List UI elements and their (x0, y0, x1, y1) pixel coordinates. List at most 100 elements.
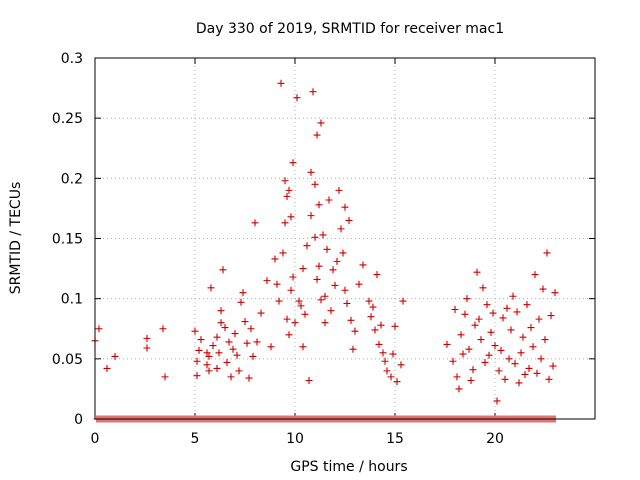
data-point (467, 376, 475, 384)
data-point (159, 325, 167, 333)
data-point (323, 245, 331, 253)
data-point (217, 319, 225, 327)
data-point (551, 289, 559, 297)
data-point (495, 367, 503, 375)
data-point (315, 201, 323, 209)
data-point (489, 309, 497, 317)
data-point (327, 307, 335, 315)
data-point (221, 324, 229, 332)
data-point (541, 336, 549, 344)
data-point (463, 295, 471, 303)
data-point (491, 342, 499, 350)
data-point (493, 397, 501, 405)
data-point (203, 349, 211, 357)
data-point (509, 292, 517, 300)
data-point (301, 310, 309, 318)
data-point (247, 325, 255, 333)
data-point (205, 367, 213, 375)
data-point (345, 216, 353, 224)
data-point (315, 262, 323, 270)
y-tick-label: 0.2 (61, 171, 83, 187)
data-point (281, 219, 289, 227)
data-point (287, 286, 295, 294)
data-point (111, 352, 119, 360)
data-point (223, 358, 231, 366)
data-point (335, 186, 343, 194)
data-point (377, 321, 385, 329)
data-point (295, 297, 303, 305)
data-point (511, 360, 519, 368)
data-point (473, 268, 481, 276)
data-point (299, 343, 307, 351)
grid (95, 58, 595, 419)
data-point (355, 280, 363, 288)
data-point (529, 343, 537, 351)
data-point (321, 319, 329, 327)
data-point (549, 362, 557, 370)
data-point (469, 366, 477, 374)
data-point (317, 296, 325, 304)
data-point (333, 257, 341, 265)
data-point (381, 357, 389, 365)
data-point (373, 271, 381, 279)
data-point (379, 349, 387, 357)
data-point (303, 242, 311, 250)
data-point (293, 94, 301, 102)
plot-frame (94, 57, 596, 420)
data-point (233, 351, 241, 359)
data-point (239, 289, 247, 297)
data-point (235, 367, 243, 375)
data-point (505, 355, 513, 363)
data-point (513, 308, 521, 316)
data-point (297, 302, 305, 310)
y-tick-label: 0.05 (52, 352, 83, 368)
data-point (317, 119, 325, 127)
data-point (485, 351, 493, 359)
data-point (389, 350, 397, 358)
data-point (443, 340, 451, 348)
data-point (331, 281, 339, 289)
data-point (535, 315, 543, 323)
data-point (287, 213, 295, 221)
data-point (341, 286, 349, 294)
data-point (313, 131, 321, 139)
data-point (275, 297, 283, 305)
data-point (213, 333, 221, 341)
data-point (481, 358, 489, 366)
data-point (329, 266, 337, 274)
data-point (319, 231, 327, 239)
y-tick-label: 0.25 (52, 111, 83, 127)
data-point (531, 271, 539, 279)
data-point (193, 357, 201, 365)
data-point (339, 249, 347, 257)
data-point (161, 373, 169, 381)
data-point (217, 307, 225, 315)
y-axis-label: SRMTID / TECUs (8, 182, 24, 295)
data-point (349, 345, 357, 353)
x-tick-label: 20 (486, 431, 504, 447)
data-point (519, 333, 527, 341)
data-point (375, 340, 383, 348)
data-point (369, 303, 377, 311)
data-point (207, 284, 215, 292)
data-point (313, 275, 321, 283)
data-point (291, 319, 299, 327)
data-point (215, 349, 223, 357)
data-point (397, 361, 405, 369)
data-point (359, 261, 367, 269)
data-point (545, 375, 553, 383)
data-point (371, 326, 379, 334)
data-point (449, 357, 457, 365)
data-point (457, 331, 465, 339)
data-point (245, 374, 253, 382)
data-point (527, 324, 535, 332)
data-point (197, 336, 205, 344)
data-point (347, 316, 355, 324)
data-point (515, 379, 523, 387)
data-point (309, 88, 317, 96)
y-tick-label: 0.1 (61, 292, 83, 308)
data-point (383, 367, 391, 375)
data-point (285, 186, 293, 194)
data-point (95, 325, 103, 333)
